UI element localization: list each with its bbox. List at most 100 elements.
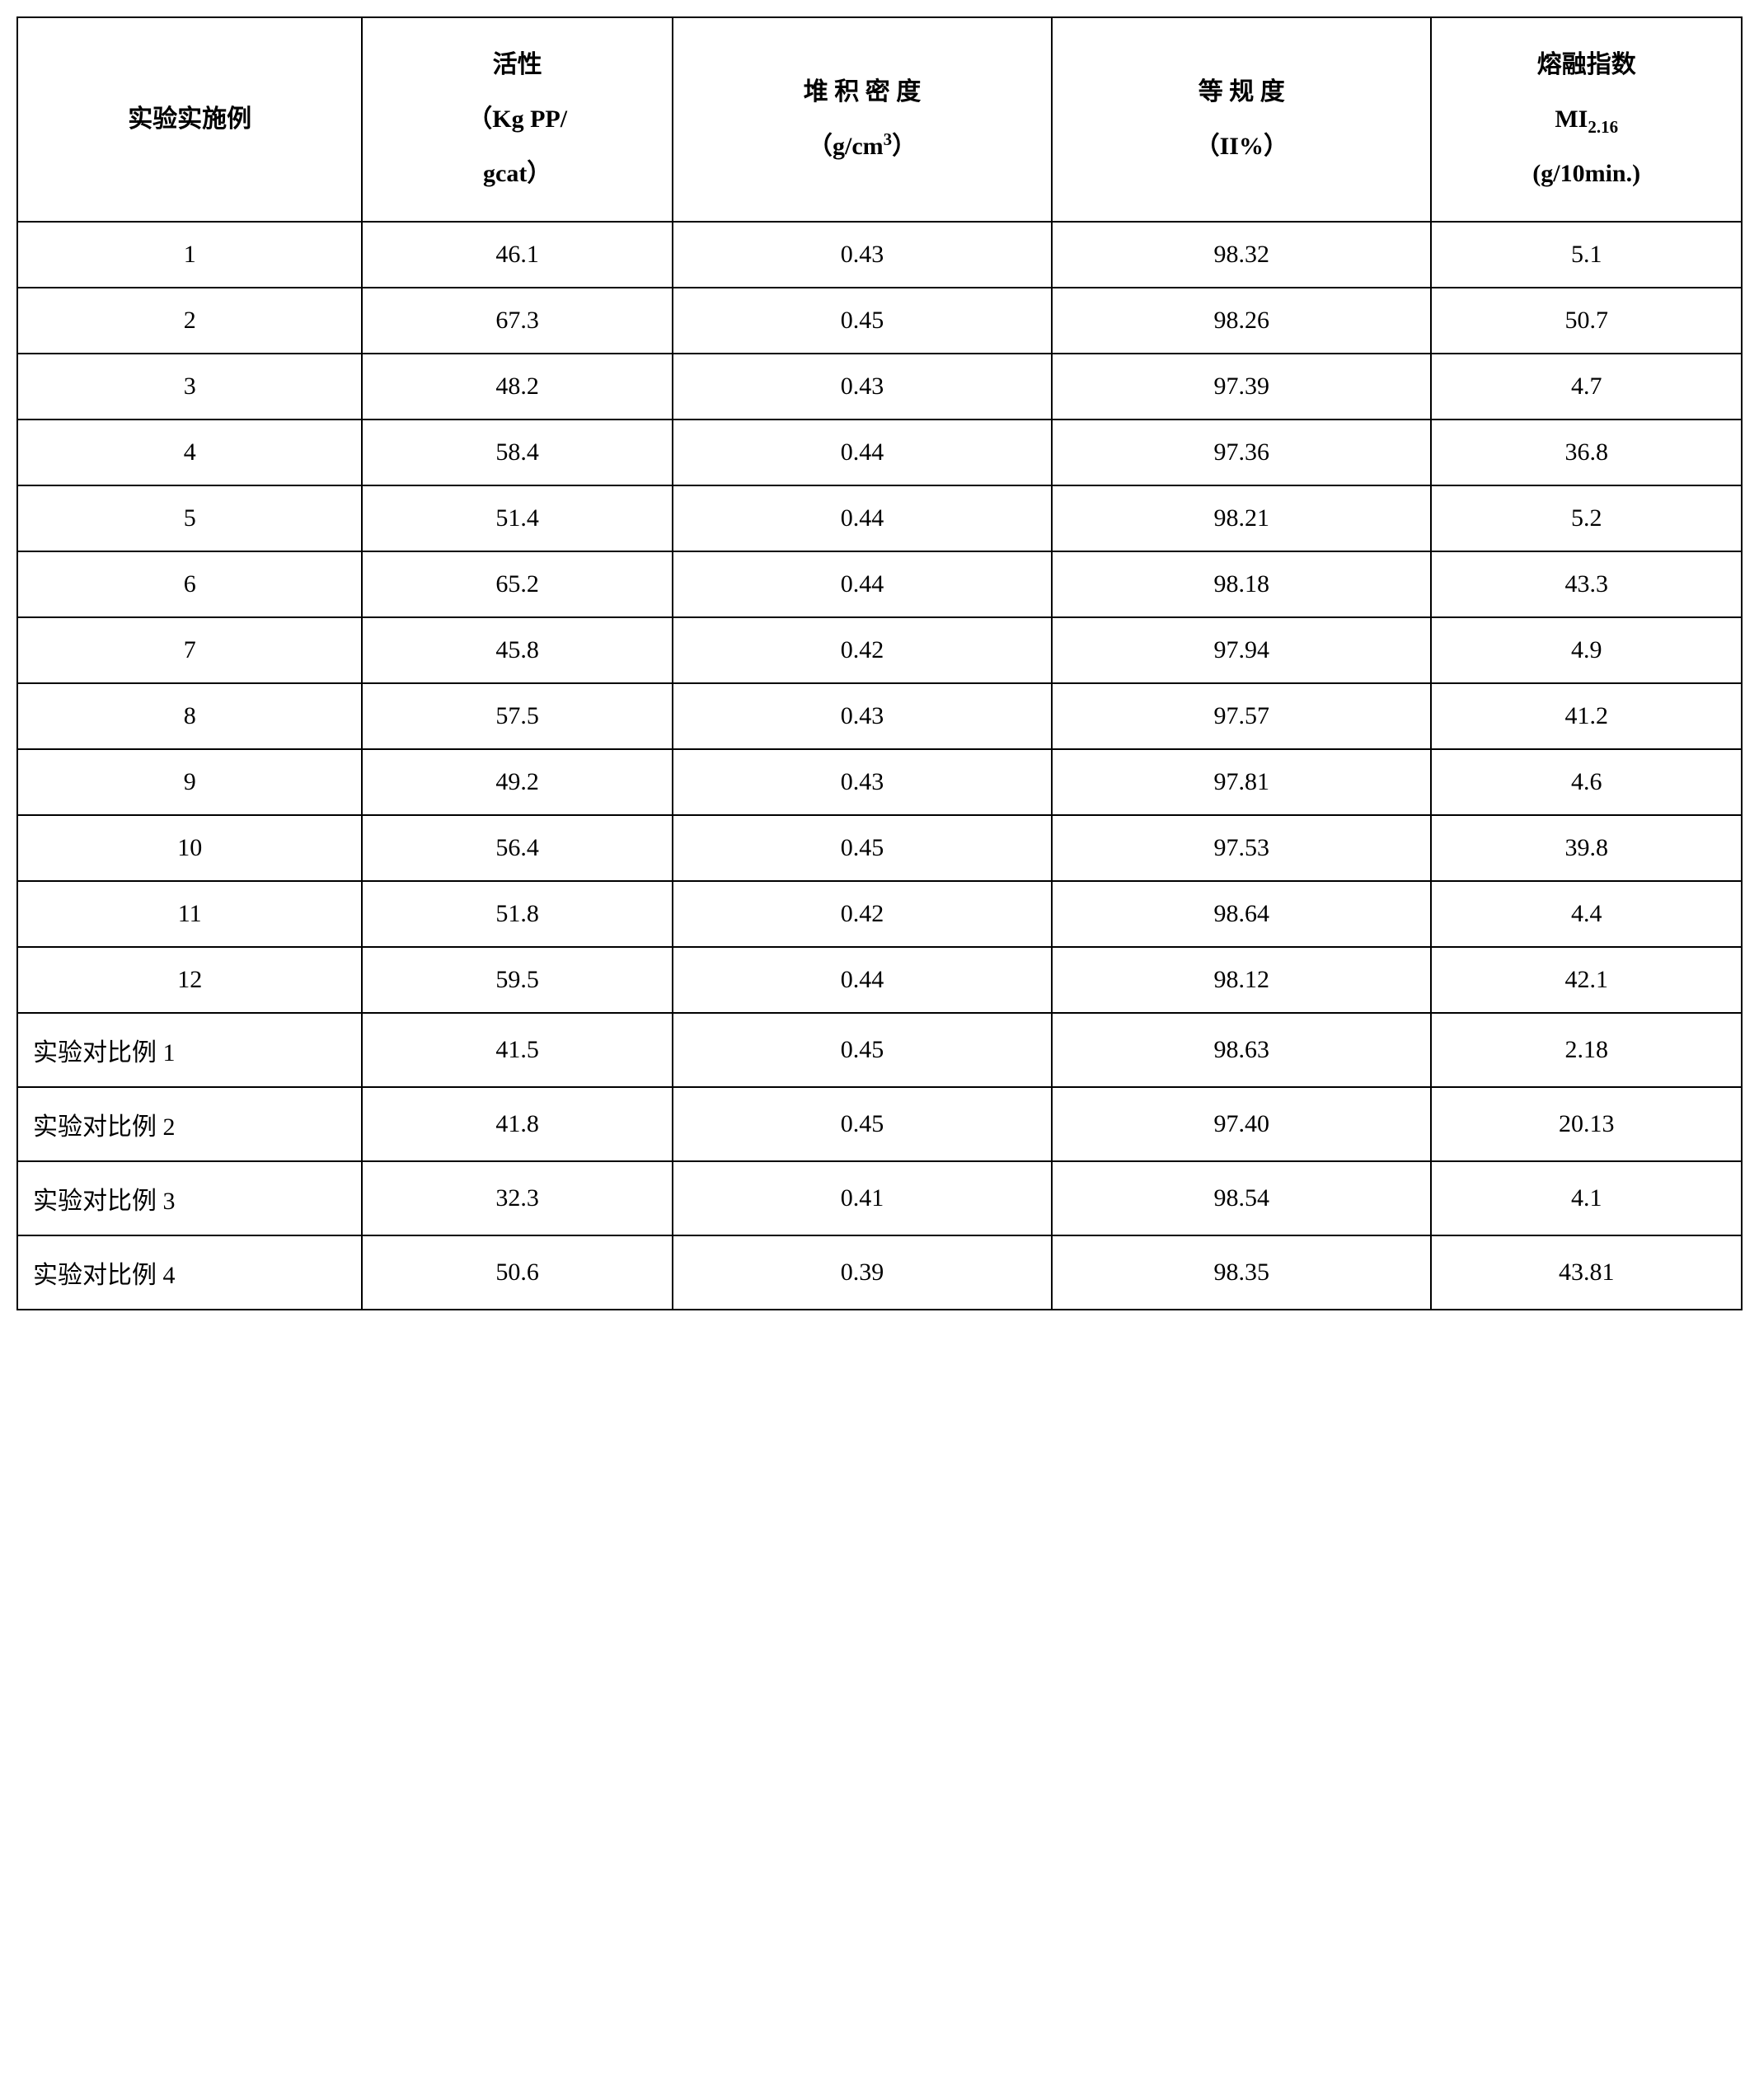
cell-label: 11 [17,881,362,947]
cell-label: 4 [17,420,362,485]
cell-c2: 0.45 [673,1013,1052,1087]
cell-c4: 4.1 [1431,1161,1742,1235]
header-density-unit-a: （g/cm [808,133,884,160]
cell-c1: 51.4 [362,485,673,551]
table-header: 实验实施例 活性 （Kg PP/ gcat） 堆 积 密 度 （g/cm3） 等… [17,17,1742,222]
cell-c1: 59.5 [362,947,673,1013]
cell-c1: 67.3 [362,288,673,354]
cell-c3: 97.94 [1052,617,1431,683]
cell-c3: 97.40 [1052,1087,1431,1161]
cell-c4: 5.2 [1431,485,1742,551]
cell-c3: 98.32 [1052,222,1431,288]
data-table: 实验实施例 活性 （Kg PP/ gcat） 堆 积 密 度 （g/cm3） 等… [16,16,1743,1310]
header-density-unit-b: ） [892,133,917,160]
header-density: 堆 积 密 度 （g/cm3） [673,17,1052,222]
cell-c1: 41.8 [362,1087,673,1161]
cell-c1: 51.8 [362,881,673,947]
cell-c3: 98.54 [1052,1161,1431,1235]
table-row: 665.20.4498.1843.3 [17,551,1742,617]
header-activity-l3: gcat） [483,160,551,187]
cell-c2: 0.45 [673,815,1052,881]
cell-c4: 20.13 [1431,1087,1742,1161]
cell-c3: 97.39 [1052,354,1431,420]
cell-c4: 43.81 [1431,1235,1742,1310]
cell-c1: 48.2 [362,354,673,420]
cell-c3: 97.53 [1052,815,1431,881]
cell-c2: 0.42 [673,617,1052,683]
cell-label: 实验对比例 2 [17,1087,362,1161]
header-iso-l1: 等 规 度 [1198,78,1285,105]
cell-c3: 97.81 [1052,749,1431,815]
table-row: 949.20.4397.814.6 [17,749,1742,815]
table-row: 1056.40.4597.5339.8 [17,815,1742,881]
table-row: 实验对比例 241.80.4597.4020.13 [17,1087,1742,1161]
cell-c3: 98.12 [1052,947,1431,1013]
header-activity-l1: 活性 [493,51,542,78]
cell-c1: 46.1 [362,222,673,288]
cell-label: 12 [17,947,362,1013]
table-row: 1151.80.4298.644.4 [17,881,1742,947]
cell-c2: 0.42 [673,881,1052,947]
header-density-sup: 3 [884,129,893,149]
header-mi-sub: 2.16 [1588,117,1618,137]
cell-c3: 97.36 [1052,420,1431,485]
cell-c2: 0.44 [673,485,1052,551]
cell-label: 5 [17,485,362,551]
header-mi-a: MI [1555,105,1588,133]
cell-c2: 0.43 [673,683,1052,749]
cell-label: 实验对比例 1 [17,1013,362,1087]
cell-c1: 57.5 [362,683,673,749]
cell-c2: 0.43 [673,749,1052,815]
cell-c4: 41.2 [1431,683,1742,749]
header-density-l2: （g/cm3） [808,133,917,160]
cell-c2: 0.43 [673,354,1052,420]
table-body: 146.10.4398.325.1267.30.4598.2650.7348.2… [17,222,1742,1310]
cell-c1: 49.2 [362,749,673,815]
header-iso-l2: （II%） [1195,133,1288,160]
cell-c2: 0.44 [673,420,1052,485]
table-row: 146.10.4398.325.1 [17,222,1742,288]
table-row: 实验对比例 141.50.4598.632.18 [17,1013,1742,1087]
cell-c4: 50.7 [1431,288,1742,354]
cell-label: 7 [17,617,362,683]
cell-c4: 4.7 [1431,354,1742,420]
header-mi-l3: (g/10min.) [1532,160,1640,187]
cell-c4: 42.1 [1431,947,1742,1013]
cell-c4: 36.8 [1431,420,1742,485]
cell-c4: 43.3 [1431,551,1742,617]
cell-c2: 0.45 [673,1087,1052,1161]
cell-c3: 98.26 [1052,288,1431,354]
cell-label: 1 [17,222,362,288]
cell-c1: 56.4 [362,815,673,881]
cell-label: 10 [17,815,362,881]
header-isotacticity: 等 规 度 （II%） [1052,17,1431,222]
cell-c4: 5.1 [1431,222,1742,288]
cell-c2: 0.39 [673,1235,1052,1310]
cell-c2: 0.45 [673,288,1052,354]
table-row: 458.40.4497.3636.8 [17,420,1742,485]
cell-label: 实验对比例 4 [17,1235,362,1310]
cell-label: 2 [17,288,362,354]
cell-c1: 32.3 [362,1161,673,1235]
table-row: 551.40.4498.215.2 [17,485,1742,551]
cell-c4: 4.9 [1431,617,1742,683]
cell-c2: 0.41 [673,1161,1052,1235]
cell-c1: 41.5 [362,1013,673,1087]
cell-c4: 4.6 [1431,749,1742,815]
cell-c1: 45.8 [362,617,673,683]
cell-c1: 58.4 [362,420,673,485]
cell-label: 实验对比例 3 [17,1161,362,1235]
cell-c3: 97.57 [1052,683,1431,749]
table-row: 745.80.4297.944.9 [17,617,1742,683]
cell-c4: 39.8 [1431,815,1742,881]
cell-c2: 0.43 [673,222,1052,288]
header-mi-l1: 熔融指数 [1537,51,1636,78]
cell-label: 8 [17,683,362,749]
cell-label: 6 [17,551,362,617]
cell-c1: 65.2 [362,551,673,617]
header-row: 实验实施例 活性 （Kg PP/ gcat） 堆 积 密 度 （g/cm3） 等… [17,17,1742,222]
header-density-l1: 堆 积 密 度 [804,78,922,105]
header-melt-index: 熔融指数 MI2.16 (g/10min.) [1431,17,1742,222]
cell-c3: 98.18 [1052,551,1431,617]
cell-c3: 98.21 [1052,485,1431,551]
